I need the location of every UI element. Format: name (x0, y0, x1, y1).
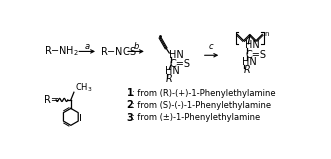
Text: 2: 2 (127, 100, 133, 110)
Text: C=S: C=S (169, 59, 190, 69)
Text: n: n (264, 31, 269, 38)
Text: R$-$NH$_2$: R$-$NH$_2$ (44, 45, 78, 58)
Text: c: c (209, 42, 213, 51)
Text: R$-$NCS: R$-$NCS (100, 45, 137, 57)
Text: HN: HN (242, 57, 257, 67)
Text: a: a (84, 42, 90, 51)
Text: CH$_3$: CH$_3$ (75, 81, 92, 94)
Text: HN: HN (245, 40, 260, 50)
Text: R=: R= (44, 95, 59, 105)
Text: 1: 1 (127, 88, 133, 98)
Text: C=S: C=S (245, 49, 266, 59)
Text: HN: HN (169, 49, 184, 59)
Text: b: b (133, 42, 139, 51)
Text: : from (S)-(-)-1-Phenylethylamine: : from (S)-(-)-1-Phenylethylamine (132, 101, 271, 110)
Text: : from (R)-(+)-1-Phenylethylamine: : from (R)-(+)-1-Phenylethylamine (132, 89, 276, 97)
Text: R: R (166, 74, 173, 84)
Text: : from (±)-1-Phenylethylamine: : from (±)-1-Phenylethylamine (132, 113, 260, 122)
Text: HN: HN (165, 66, 179, 76)
Text: 3: 3 (127, 113, 133, 123)
Text: R: R (244, 65, 250, 75)
